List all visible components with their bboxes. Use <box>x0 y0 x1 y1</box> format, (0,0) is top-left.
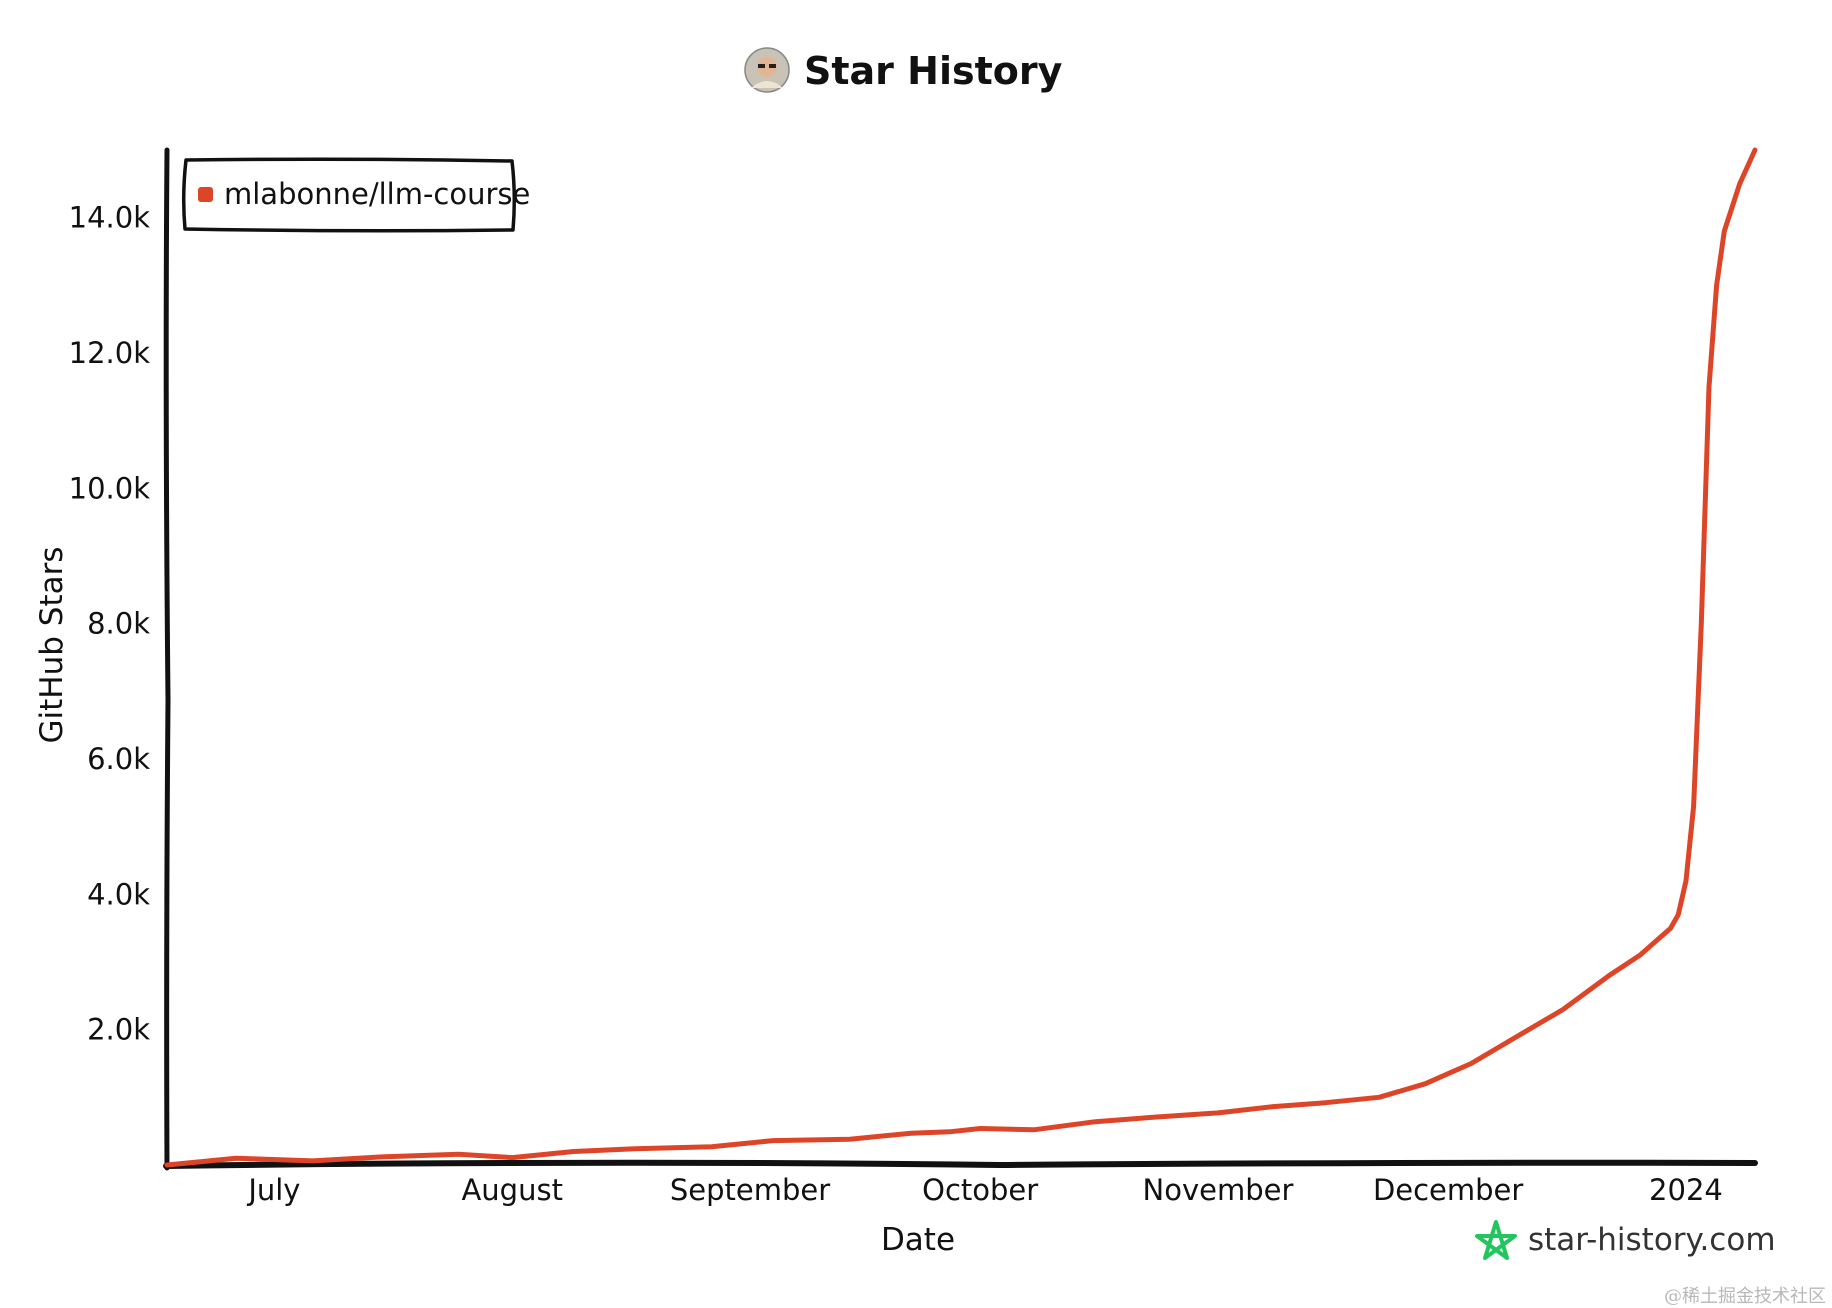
x-tick-label: November <box>1143 1173 1294 1207</box>
y-tick-label: 6.0k <box>87 742 150 776</box>
legend: mlabonne/llm-course <box>181 157 530 233</box>
y-tick-label: 12.0k <box>69 336 151 370</box>
y-tick-label: 10.0k <box>69 471 151 505</box>
legend-label: mlabonne/llm-course <box>224 177 530 211</box>
x-tick-label: September <box>670 1173 830 1207</box>
x-tick-label: July <box>246 1173 300 1207</box>
x-axis-label: Date <box>881 1222 955 1258</box>
x-axis-line <box>163 1159 1758 1169</box>
x-tick-label: December <box>1373 1173 1523 1207</box>
y-tick-label: 2.0k <box>87 1013 150 1047</box>
series-layer <box>164 147 1758 1168</box>
x-tick-label: 2024 <box>1649 1173 1723 1207</box>
x-axis-ticks: July August September October November Decemb… <box>246 1173 1723 1207</box>
series-line[interactable] <box>164 147 1758 1168</box>
chart-title: Star History <box>804 49 1063 93</box>
x-tick-label: August <box>461 1173 563 1207</box>
y-tick-label: 4.0k <box>87 877 150 911</box>
avatar[interactable] <box>744 47 790 93</box>
brand-label: star-history.com <box>1528 1222 1776 1258</box>
watermark: @稀土掘金技术社区 <box>1664 1286 1826 1307</box>
legend-frame <box>181 157 517 233</box>
legend-item[interactable]: mlabonne/llm-course <box>198 177 530 211</box>
y-tick-label: 8.0k <box>87 607 150 641</box>
y-tick-label: 14.0k <box>69 201 151 235</box>
legend-swatch <box>198 187 213 202</box>
brand-link[interactable]: star-history.com <box>1475 1220 1776 1260</box>
chart-header: Star History <box>744 47 1063 93</box>
y-axis-line <box>163 147 171 1171</box>
x-tick-label: October <box>922 1173 1038 1207</box>
y-axis-ticks: 2.0k 4.0k 6.0k 8.0k 10.0k 12.0k 14.0k <box>69 201 151 1047</box>
axes <box>163 147 1758 1171</box>
star-icon <box>1475 1220 1517 1260</box>
y-axis-label: GitHub Stars <box>34 546 70 743</box>
